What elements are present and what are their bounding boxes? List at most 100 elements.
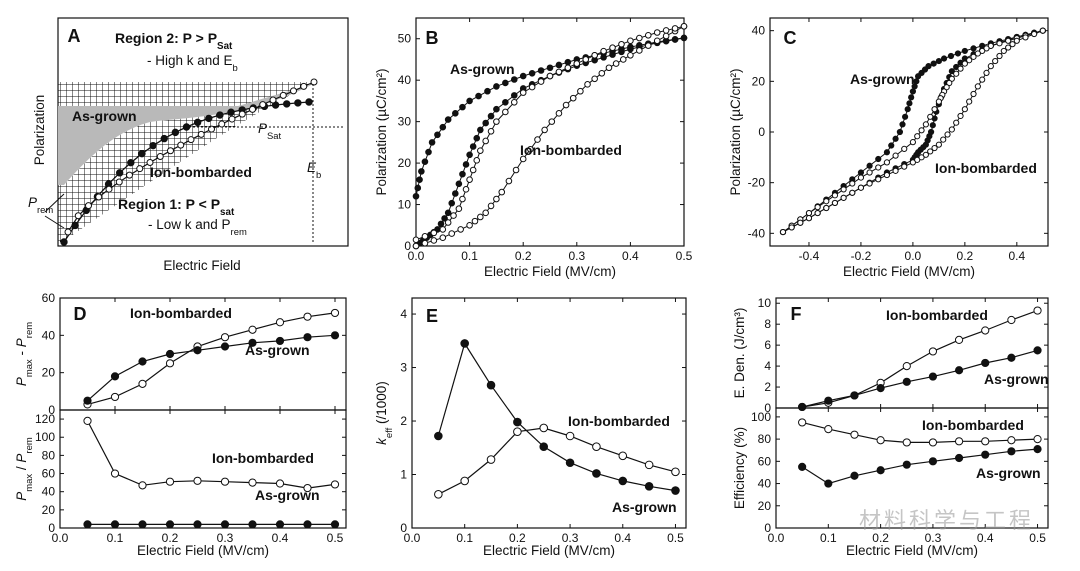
panel-d-xlabel: Electric Field (MV/cm)	[137, 543, 269, 558]
data-point	[248, 338, 257, 347]
data-point	[486, 380, 496, 390]
data-point	[473, 134, 481, 142]
data-point	[275, 479, 285, 488]
x-tick-label: 0.3	[217, 531, 234, 545]
data-point	[310, 78, 318, 86]
y-tick-label: 40	[42, 328, 56, 342]
series-line	[782, 30, 1043, 233]
panel-e: E 0.0 0.1 0.2 0.3 0.4 0.5 0 1 2 3 4 Ion-bombarded As-…	[374, 297, 687, 558]
data-point	[805, 215, 813, 222]
y-tick-label: 80	[42, 448, 56, 462]
y-tick-label: 60	[42, 291, 56, 305]
label-eb: Eb	[307, 160, 321, 181]
data-point	[1033, 346, 1042, 355]
y-tick-label: 30	[398, 115, 412, 129]
data-point	[555, 68, 563, 76]
data-point	[205, 114, 213, 123]
data-point	[455, 205, 463, 212]
data-point	[473, 157, 481, 164]
data-point	[541, 126, 548, 134]
panel-c: C -0.4 -0.2 0.0 0.2 0.4 -40 -20 0 20 40 As-grown Ion…	[728, 17, 1049, 279]
data-point	[462, 186, 470, 193]
data-point	[953, 70, 960, 77]
data-point	[539, 442, 549, 451]
data-point	[987, 63, 994, 70]
data-point	[935, 57, 942, 65]
series-label-ion-bombarded: Ion-bombarded	[212, 450, 314, 466]
data-point	[954, 453, 964, 463]
data-point	[680, 22, 688, 30]
panel-a: A Region 2: P > PSat- High k and Eb As-gro…	[28, 17, 349, 273]
data-point	[876, 466, 885, 475]
data-point	[487, 128, 495, 135]
panel-f-ylabel-bottom: Efficiency (%)	[732, 427, 747, 509]
data-point	[662, 32, 670, 40]
data-point	[600, 47, 607, 55]
x-tick-label: 0.2	[162, 531, 179, 545]
data-point	[146, 158, 154, 166]
data-point	[981, 358, 990, 368]
data-point	[798, 418, 807, 427]
series-label-as-grown: As-grown	[450, 61, 515, 77]
label-prem: Prem	[28, 195, 53, 216]
y-tick-label: -40	[748, 226, 766, 240]
data-point	[165, 477, 175, 486]
data-point	[477, 126, 484, 134]
data-point	[482, 209, 489, 217]
data-point	[902, 113, 909, 120]
y-tick-label: 60	[758, 454, 772, 468]
series-label-ion-bombarded: Ion-bombarded	[922, 417, 1024, 433]
data-point	[850, 471, 859, 480]
data-point	[534, 136, 541, 143]
data-point	[418, 168, 425, 175]
data-point	[947, 52, 955, 60]
data-point	[857, 184, 865, 191]
data-point	[857, 169, 865, 176]
data-point	[502, 108, 509, 116]
data-point	[502, 79, 509, 87]
data-point	[156, 153, 164, 161]
data-point	[901, 145, 908, 152]
data-point	[136, 165, 144, 173]
data-point	[592, 469, 601, 478]
data-point	[961, 60, 968, 67]
data-point	[466, 176, 473, 183]
series-line	[87, 312, 336, 405]
data-point	[609, 44, 616, 52]
y-tick-label: 20	[758, 499, 772, 513]
data-point	[519, 72, 527, 80]
data-point	[537, 78, 545, 85]
data-point	[519, 155, 527, 163]
data-point	[455, 180, 463, 188]
panel-d: D 0.0 0.1 0.2 0.3 0.4 0.5 0 20 40 60 0 20 40 60 80 100 12…	[14, 291, 347, 558]
data-point	[612, 60, 620, 67]
data-point	[957, 112, 964, 120]
data-point	[300, 82, 308, 90]
data-point	[823, 198, 830, 205]
label-as-grown: As-grown	[72, 108, 137, 124]
region2-title: Region 2: P > PSat	[115, 30, 233, 52]
data-point	[892, 167, 899, 174]
data-point	[85, 202, 92, 210]
data-point	[981, 326, 990, 335]
data-point	[636, 47, 643, 54]
data-point	[902, 460, 911, 469]
data-point	[434, 431, 443, 441]
data-point	[970, 53, 977, 60]
data-point	[840, 186, 847, 193]
series-label-as-grown: As-grown	[850, 71, 915, 87]
data-point	[940, 55, 948, 62]
data-point	[460, 476, 469, 486]
data-point	[653, 29, 661, 36]
data-point	[452, 190, 459, 197]
data-point	[555, 61, 563, 69]
y-tick-label: 0	[48, 521, 55, 535]
data-point	[471, 217, 479, 225]
data-point	[510, 98, 518, 106]
x-tick-label: -0.4	[799, 249, 820, 263]
data-point	[487, 112, 495, 120]
data-point	[228, 115, 236, 123]
region1-desc: - Low k and Prem	[148, 217, 247, 238]
data-point	[439, 234, 447, 242]
data-point	[452, 110, 459, 117]
